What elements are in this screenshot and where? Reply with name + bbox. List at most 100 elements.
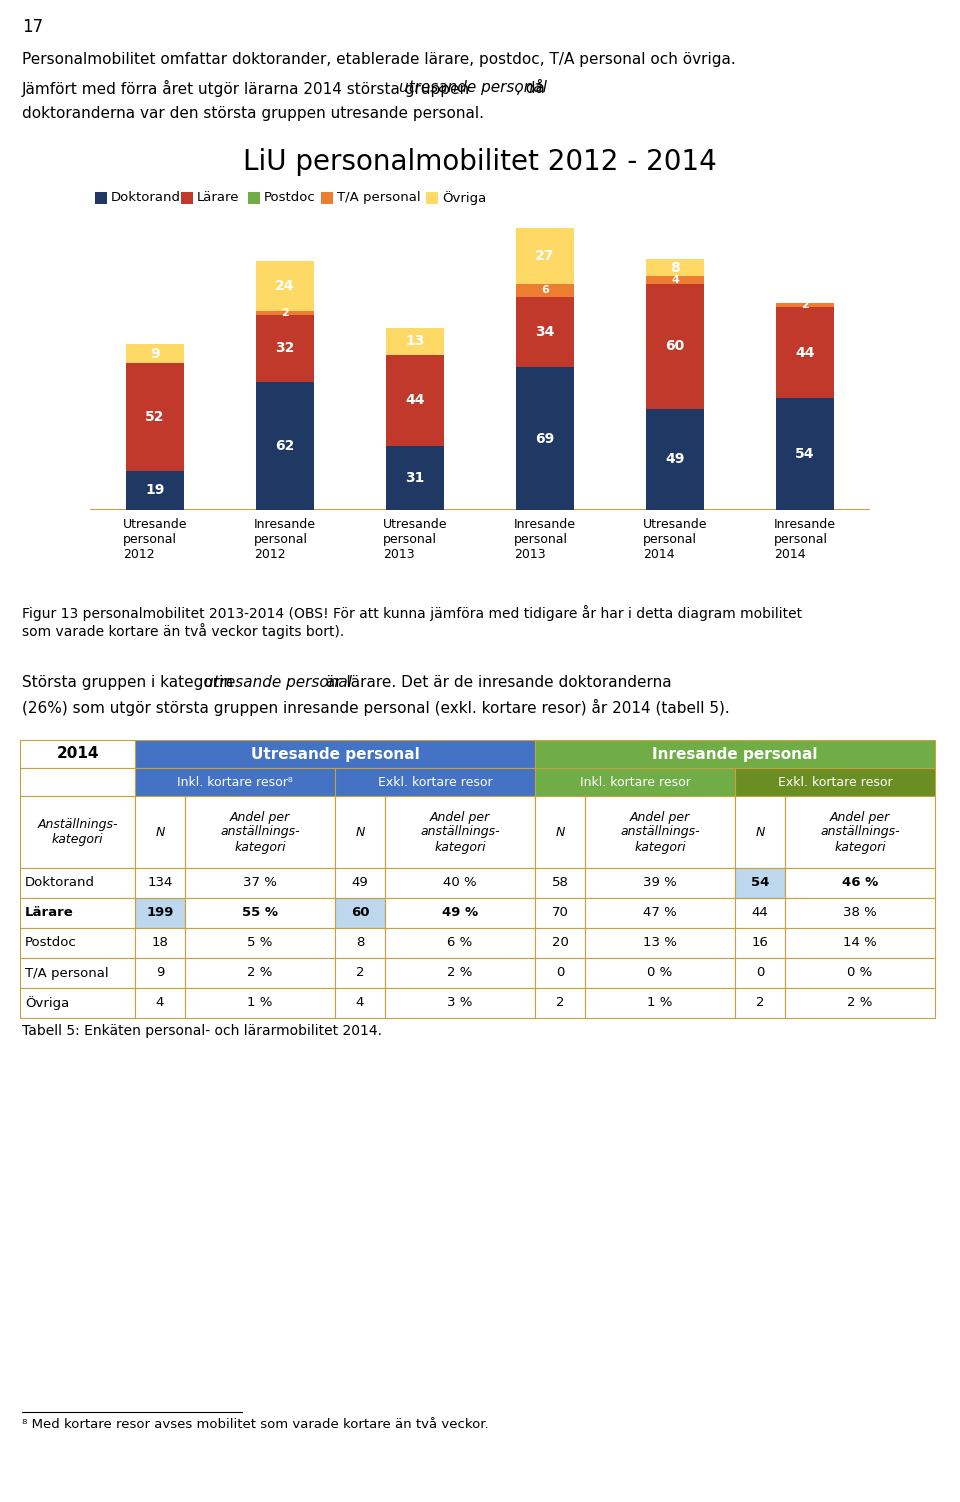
Bar: [185, 928, 335, 958]
Text: Övriga: Övriga: [442, 191, 486, 204]
Bar: [385, 898, 535, 928]
Text: Inresande
personal
2013: Inresande personal 2013: [514, 518, 576, 562]
Text: 6: 6: [541, 285, 549, 296]
Text: utresande personal: utresande personal: [204, 674, 352, 689]
Bar: [20, 988, 135, 1018]
Bar: [785, 796, 935, 868]
Bar: [335, 768, 535, 796]
Bar: [20, 796, 135, 868]
Bar: [335, 988, 385, 1018]
Text: 44: 44: [405, 394, 424, 407]
Text: Jämfört med förra året utgör lärarna 2014 största gruppen: Jämfört med förra året utgör lärarna 201…: [22, 80, 475, 98]
Text: 4: 4: [356, 996, 364, 1009]
Bar: [385, 928, 535, 958]
Bar: [135, 958, 185, 988]
Text: T/A personal: T/A personal: [25, 966, 108, 979]
Text: 70: 70: [552, 907, 568, 919]
Bar: [185, 988, 335, 1018]
Text: 52: 52: [145, 410, 165, 424]
Bar: [126, 470, 184, 511]
Bar: [735, 958, 785, 988]
Bar: [776, 303, 834, 306]
Bar: [248, 192, 260, 204]
Text: 49: 49: [665, 452, 684, 466]
Bar: [735, 868, 785, 898]
Text: 37 %: 37 %: [243, 877, 276, 889]
Bar: [785, 898, 935, 928]
Text: 69: 69: [536, 431, 555, 446]
Text: 47 %: 47 %: [643, 907, 677, 919]
Text: 2 %: 2 %: [848, 996, 873, 1009]
Text: N: N: [355, 826, 365, 838]
Text: 2: 2: [556, 996, 564, 1009]
Text: 58: 58: [552, 877, 568, 889]
Text: N: N: [756, 826, 765, 838]
Text: 16: 16: [752, 937, 768, 949]
Bar: [126, 363, 184, 470]
Text: Inresande
personal
2012: Inresande personal 2012: [254, 518, 316, 562]
Bar: [20, 768, 135, 796]
Text: Exkl. kortare resor: Exkl. kortare resor: [778, 775, 892, 789]
Bar: [735, 928, 785, 958]
Bar: [135, 868, 185, 898]
Text: Anställnings-
kategori: Anställnings- kategori: [37, 819, 118, 846]
Text: 54: 54: [751, 877, 769, 889]
Bar: [585, 928, 735, 958]
Bar: [20, 868, 135, 898]
Text: Exkl. kortare resor: Exkl. kortare resor: [377, 775, 492, 789]
Text: som varade kortare än två veckor tagits bort).: som varade kortare än två veckor tagits …: [22, 623, 345, 638]
Bar: [785, 868, 935, 898]
Bar: [785, 988, 935, 1018]
Text: 20: 20: [552, 937, 568, 949]
Text: Doktorand: Doktorand: [111, 191, 181, 204]
Text: 8: 8: [670, 261, 680, 275]
Bar: [135, 796, 185, 868]
Bar: [335, 898, 385, 928]
Bar: [516, 366, 574, 511]
Text: 1 %: 1 %: [248, 996, 273, 1009]
Text: Inkl. kortare resor: Inkl. kortare resor: [580, 775, 690, 789]
Text: 2014: 2014: [57, 746, 99, 762]
Text: Inkl. kortare resor⁸: Inkl. kortare resor⁸: [177, 775, 293, 789]
Text: Lärare: Lärare: [197, 191, 239, 204]
Bar: [95, 192, 107, 204]
Text: T/A personal: T/A personal: [337, 191, 421, 204]
Text: Doktorand: Doktorand: [25, 877, 95, 889]
Bar: [735, 768, 935, 796]
Bar: [535, 958, 585, 988]
Bar: [735, 898, 785, 928]
Bar: [20, 740, 135, 768]
Bar: [255, 315, 314, 382]
Text: N: N: [156, 826, 165, 838]
Text: 2: 2: [756, 996, 764, 1009]
Text: 2: 2: [281, 308, 289, 318]
Text: 44: 44: [752, 907, 768, 919]
Bar: [585, 898, 735, 928]
Bar: [135, 898, 185, 928]
Bar: [335, 958, 385, 988]
Text: 60: 60: [350, 907, 370, 919]
Text: 31: 31: [405, 472, 424, 485]
Bar: [335, 928, 385, 958]
Bar: [385, 958, 535, 988]
Text: 24: 24: [276, 279, 295, 293]
Text: Inresande
personal
2014: Inresande personal 2014: [774, 518, 836, 562]
Text: (26%) som utgör största gruppen inresande personal (exkl. kortare resor) år 2014: (26%) som utgör största gruppen inresand…: [22, 698, 730, 716]
Text: N: N: [555, 826, 564, 838]
Text: Andel per
anställnings-
kategori: Andel per anställnings- kategori: [420, 811, 500, 853]
Text: 3 %: 3 %: [447, 996, 472, 1009]
Bar: [585, 958, 735, 988]
Text: Andel per
anställnings-
kategori: Andel per anställnings- kategori: [220, 811, 300, 853]
Bar: [20, 898, 135, 928]
Bar: [785, 928, 935, 958]
Text: 49: 49: [351, 877, 369, 889]
Text: 32: 32: [276, 341, 295, 356]
Text: 8: 8: [356, 937, 364, 949]
Bar: [646, 409, 705, 511]
Text: Tabell 5: Enkäten personal- och lärarmobilitet 2014.: Tabell 5: Enkäten personal- och lärarmob…: [22, 1024, 382, 1038]
Bar: [776, 306, 834, 398]
Bar: [516, 228, 574, 284]
Text: Största gruppen i kategorin: Största gruppen i kategorin: [22, 674, 238, 689]
Bar: [126, 344, 184, 363]
Bar: [385, 988, 535, 1018]
